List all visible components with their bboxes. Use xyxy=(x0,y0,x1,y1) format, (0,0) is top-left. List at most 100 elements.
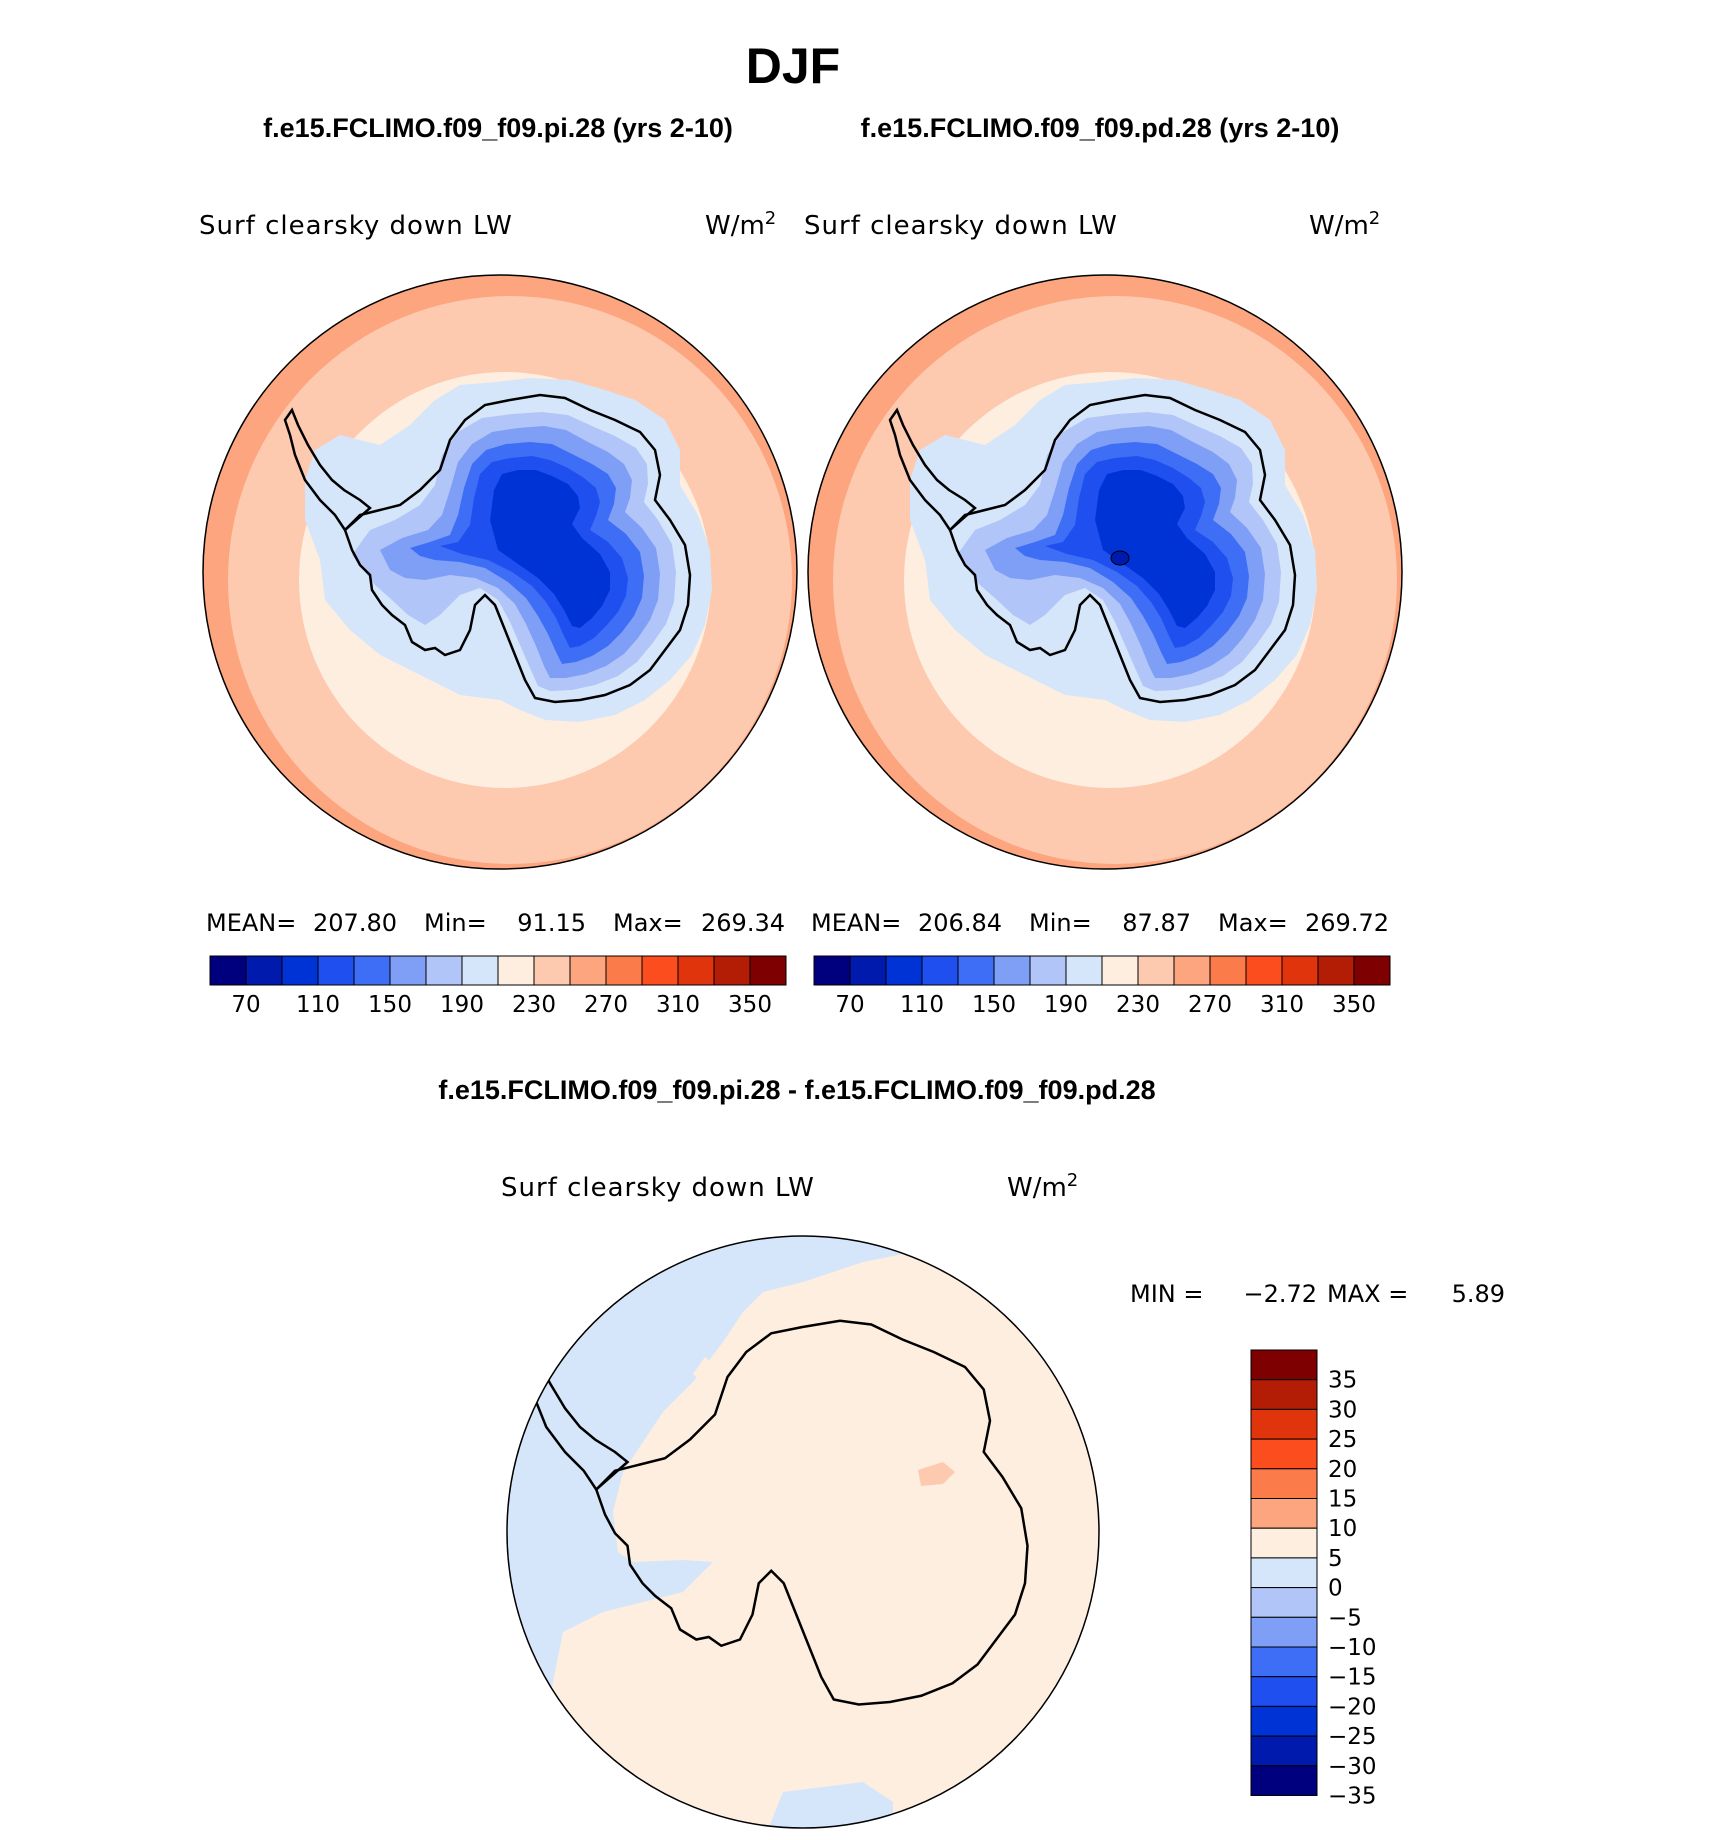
diff-colorbar-box-3 xyxy=(1250,1438,1318,1470)
left-colorbar-box-11 xyxy=(605,955,643,986)
diff-min-label: MIN = xyxy=(1130,1280,1203,1308)
diff-colorbar-label-4: 15 xyxy=(1328,1487,1357,1513)
left-colorbar-box-12 xyxy=(641,955,679,986)
left-colorbar-box-5 xyxy=(389,955,427,986)
left-colorbar-label-0: 70 xyxy=(231,992,260,1018)
left-colorbar-box-15 xyxy=(749,955,787,986)
difference-title: f.e15.FCLIMO.f09_f09.pi.28 - f.e15.FCLIM… xyxy=(438,1075,1155,1105)
left-colorbar-box-13 xyxy=(677,955,715,986)
left-colorbar-box-2 xyxy=(281,955,319,986)
left-colorbar-label-3: 190 xyxy=(440,992,484,1018)
right-colorbar-box-7 xyxy=(1065,955,1103,986)
left-colorbar-label-4: 230 xyxy=(512,992,556,1018)
left-colorbar: 70 110 150 190 230 270 310 350 xyxy=(209,955,787,1018)
right-colorbar-box-0 xyxy=(813,955,851,986)
diff-colorbar-box-8 xyxy=(1250,1587,1318,1618)
diff-colorbar-box-12 xyxy=(1250,1705,1318,1737)
diff-colorbar-box-6 xyxy=(1250,1527,1318,1559)
diff-colorbar-box-14 xyxy=(1250,1765,1318,1797)
left-colorbar-box-14 xyxy=(713,955,751,986)
diff-colorbar-label-8: −5 xyxy=(1328,1605,1362,1631)
diff-colorbar-label-7: 0 xyxy=(1328,1576,1343,1602)
left-colorbar-box-4 xyxy=(353,955,391,986)
diff-colorbar-label-9: −10 xyxy=(1328,1635,1377,1661)
right-colorbar: 70 110 150 190 230 270 310 350 xyxy=(813,955,1391,1018)
left-min-value: 91.15 xyxy=(517,909,586,937)
diff-min-value: −2.72 xyxy=(1243,1280,1317,1308)
diff-colorbar-label-10: −15 xyxy=(1328,1665,1377,1691)
right-colorbar-box-9 xyxy=(1137,955,1175,986)
diff-colorbar-label-2: 25 xyxy=(1328,1427,1357,1453)
left-colorbar-label-2: 150 xyxy=(368,992,412,1018)
diff-colorbar-box-10 xyxy=(1250,1646,1318,1678)
diff-colorbar-label-14: −35 xyxy=(1328,1784,1377,1810)
diff-colorbar-label-5: 10 xyxy=(1328,1516,1357,1542)
right-colorbar-label-3: 190 xyxy=(1044,992,1088,1018)
right-colorbar-box-2 xyxy=(885,955,923,986)
diff-colorbar-box-1 xyxy=(1250,1379,1318,1410)
left-colorbar-box-7 xyxy=(461,955,499,986)
left-mean-label: MEAN= xyxy=(206,909,296,937)
right-max-value: 269.72 xyxy=(1305,909,1389,937)
left-colorbar-box-3 xyxy=(317,955,355,986)
left-colorbar-box-1 xyxy=(245,955,283,986)
right-min-value: 87.87 xyxy=(1122,909,1191,937)
right-colorbar-box-5 xyxy=(993,955,1031,986)
right-colorbar-label-5: 270 xyxy=(1188,992,1232,1018)
left-colorbar-label-7: 350 xyxy=(728,992,772,1018)
right-colorbar-label-7: 350 xyxy=(1332,992,1376,1018)
diff-variable-label: Surf clearsky down LW xyxy=(501,1173,815,1203)
diff-colorbar-box-4 xyxy=(1250,1468,1318,1500)
right-colorbar-label-4: 230 xyxy=(1116,992,1160,1018)
left-colorbar-box-10 xyxy=(569,955,607,986)
left-colorbar-box-9 xyxy=(533,955,571,986)
left-max-label: Max= xyxy=(613,909,683,937)
right-polar-map xyxy=(807,274,1403,870)
right-colorbar-box-3 xyxy=(921,955,959,986)
diff-units-label: W/m2 xyxy=(1007,1170,1078,1203)
diff-colorbar-label-0: 35 xyxy=(1328,1368,1357,1394)
difference-colorbar: 35 30 25 20 15 10 5 0 −5 −10 −15 −20 −25 −30 −35 xyxy=(1250,1349,1377,1810)
right-colorbar-label-1: 110 xyxy=(900,992,944,1018)
left-stats: MEAN= 207.80 Min= 91.15 Max= 269.34 xyxy=(206,909,785,937)
diff-max-value: 5.89 xyxy=(1452,1280,1505,1308)
diff-minmax: MIN = −2.72 MAX = 5.89 xyxy=(1130,1280,1505,1308)
right-colorbar-box-6 xyxy=(1029,955,1067,986)
diff-colorbar-box-13 xyxy=(1250,1735,1318,1767)
right-colorbar-box-1 xyxy=(849,955,887,986)
diff-colorbar-box-7 xyxy=(1250,1557,1318,1589)
left-colorbar-label-6: 310 xyxy=(656,992,700,1018)
left-colorbar-box-8 xyxy=(497,955,535,986)
right-mean-value: 206.84 xyxy=(918,909,1002,937)
right-units-label: W/m2 xyxy=(1309,208,1380,241)
right-colorbar-label-0: 70 xyxy=(835,992,864,1018)
right-colorbar-box-8 xyxy=(1101,955,1139,986)
diff-max-label: MAX = xyxy=(1327,1280,1408,1308)
right-min-label: Min= xyxy=(1029,909,1092,937)
left-max-value: 269.34 xyxy=(701,909,785,937)
diff-colorbar-box-9 xyxy=(1250,1616,1318,1648)
right-max-label: Max= xyxy=(1218,909,1288,937)
difference-polar-map xyxy=(506,1235,1100,1829)
right-colorbar-label-6: 310 xyxy=(1260,992,1304,1018)
left-polar-map xyxy=(202,274,798,870)
diff-colorbar-box-2 xyxy=(1250,1408,1318,1440)
right-colorbar-box-15 xyxy=(1353,955,1391,986)
left-min-label: Min= xyxy=(424,909,487,937)
season-title: DJF xyxy=(746,38,840,94)
right-colorbar-box-11 xyxy=(1209,955,1247,986)
diff-colorbar-box-11 xyxy=(1250,1676,1318,1707)
diff-colorbar-label-13: −30 xyxy=(1328,1754,1377,1780)
right-colorbar-box-10 xyxy=(1173,955,1211,986)
diff-colorbar-label-1: 30 xyxy=(1328,1397,1357,1423)
diff-colorbar-label-6: 5 xyxy=(1328,1546,1343,1572)
right-variable-label: Surf clearsky down LW xyxy=(804,211,1118,241)
diff-colorbar-label-3: 20 xyxy=(1328,1457,1357,1483)
left-variable-label: Surf clearsky down LW xyxy=(199,211,513,241)
right-stats: MEAN= 206.84 Min= 87.87 Max= 269.72 xyxy=(811,909,1389,937)
diff-colorbar-box-5 xyxy=(1250,1498,1318,1529)
left-colorbar-label-1: 110 xyxy=(296,992,340,1018)
right-colorbar-label-2: 150 xyxy=(972,992,1016,1018)
right-colorbar-box-4 xyxy=(957,955,995,986)
